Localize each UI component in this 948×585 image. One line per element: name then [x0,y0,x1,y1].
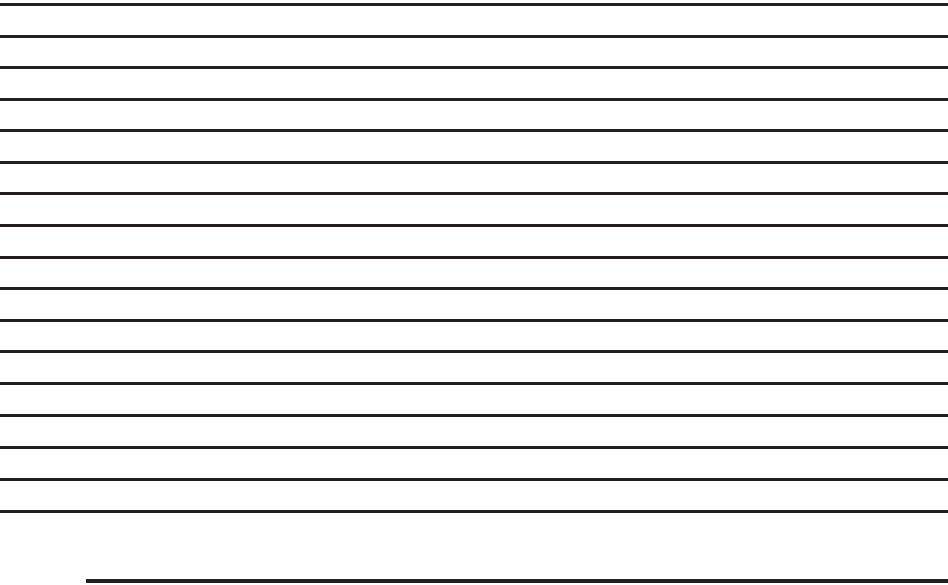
ruled-line [0,446,948,449]
ruled-line [0,256,948,259]
ruled-line [0,510,948,513]
ruled-line [0,414,948,417]
ruled-line [0,129,948,132]
ruled-line [0,98,948,101]
ruled-line [0,192,948,195]
ruled-line [0,478,948,481]
ruled-line [0,382,948,385]
ruled-line [0,161,948,164]
footer-rule [86,579,948,583]
ruled-line [0,319,948,322]
ruled-line [0,287,948,290]
ruled-line [0,350,948,353]
ruled-line [0,3,948,6]
ruled-line [0,66,948,69]
ruled-line [0,35,948,38]
ruled-line [0,224,948,227]
